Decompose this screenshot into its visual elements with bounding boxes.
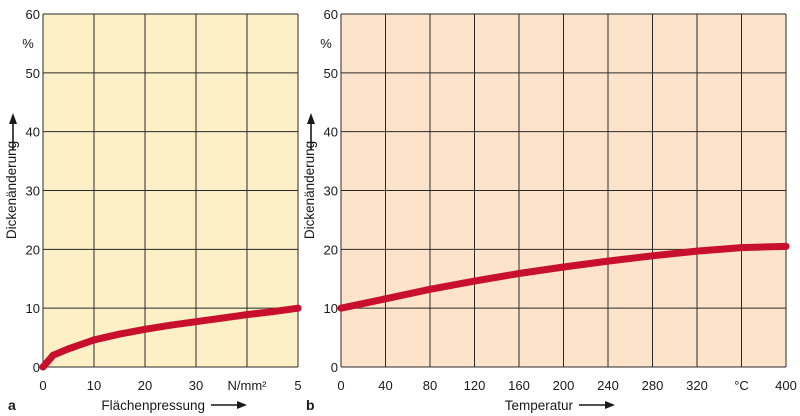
data-point [515, 270, 523, 277]
x-tick-label: 400 [775, 378, 797, 393]
x-tick-label: 0 [337, 378, 344, 393]
x-tick-label: 320 [686, 378, 708, 393]
data-point [269, 308, 276, 316]
y-tick-label: 30 [324, 184, 338, 199]
chart-panel-a: 0 10 20 30 5 N/mm² 0 10 20 30 40 50 60% Dickenänderun… [4, 7, 302, 413]
y-axis-label: Dickenänderung [4, 141, 19, 239]
y-tick-label: 60 [26, 7, 40, 22]
x-tick-label: 200 [553, 378, 575, 393]
y-tick-label: 40 [324, 125, 338, 140]
y-tick-label: 40 [26, 125, 40, 140]
data-point [218, 314, 225, 322]
x-tick-label: 160 [508, 378, 530, 393]
y-axis-label: Dickenänderung [302, 141, 317, 239]
data-point [49, 351, 57, 359]
y-tick-label: 0 [33, 360, 40, 375]
y-unit-label: % [22, 36, 34, 51]
data-point [337, 304, 345, 312]
y-tick-label: 20 [26, 242, 40, 257]
y-tick-label: 0 [331, 360, 338, 375]
data-point [243, 311, 251, 319]
panel-label: b [306, 397, 315, 413]
data-point [382, 295, 389, 303]
x-tick-label: 120 [464, 378, 486, 393]
panel-label: a [8, 397, 16, 413]
y-axis-arrowhead [307, 113, 315, 124]
data-point [693, 247, 701, 255]
x-axis-label: Flächenpressung [101, 398, 205, 413]
data-point [116, 330, 123, 338]
data-point [167, 321, 174, 329]
x-tick-label: 30 [189, 378, 203, 393]
y-tick-label: 30 [26, 184, 40, 199]
y-tick-label: 60 [324, 7, 338, 22]
data-point [294, 304, 302, 312]
x-tick-label: 280 [642, 378, 664, 393]
x-tick-label: 10 [87, 378, 101, 393]
y-axis-arrowhead [9, 113, 17, 124]
y-tick-label: 50 [26, 66, 40, 81]
data-point [471, 277, 478, 285]
x-tick-label: 0 [39, 378, 46, 393]
x-tick-label: 40 [378, 378, 392, 393]
data-point [604, 257, 612, 265]
chart-panel-b: 0 40 80 120 160 200 240 280 320 400 °C 0 10 20 30 40 50 6… [302, 7, 797, 413]
data-point [39, 363, 47, 371]
data-point [560, 263, 567, 271]
y-tick-label: 20 [324, 242, 338, 257]
x-unit-label: N/mm² [228, 378, 268, 393]
y-tick-label: 50 [324, 66, 338, 81]
x-axis-arrowhead [237, 401, 247, 409]
x-tick-label: 5 [294, 378, 301, 393]
x-tick-label: 80 [423, 378, 437, 393]
x-tick-label: 240 [597, 378, 619, 393]
data-point [141, 325, 149, 333]
x-unit-label: °C [734, 378, 749, 393]
x-axis-arrowhead [605, 401, 615, 409]
x-axis-label: Temperatur [505, 398, 574, 413]
data-point [90, 336, 98, 344]
x-tick-label: 20 [138, 378, 152, 393]
data-point [649, 252, 656, 260]
data-point [782, 242, 790, 250]
y-tick-label: 10 [26, 301, 40, 316]
y-tick-label: 10 [324, 301, 338, 316]
data-point [738, 244, 745, 252]
data-point [65, 345, 72, 353]
data-point [426, 285, 434, 293]
data-point [192, 318, 200, 326]
y-unit-label: % [320, 36, 332, 51]
